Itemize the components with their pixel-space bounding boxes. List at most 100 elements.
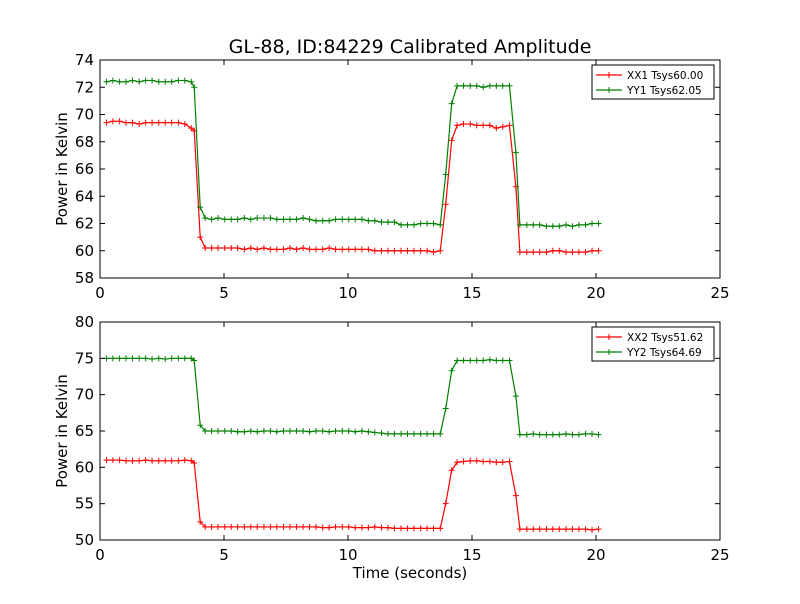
panel0-series-1-point (499, 82, 506, 89)
panel0-series-1-point (181, 77, 188, 84)
panel0-series-0-point (162, 119, 169, 126)
panel1-series-1-point (371, 429, 378, 436)
panel1-series-1-point (454, 357, 461, 364)
panel1-series-0-point (228, 523, 235, 530)
panel1-x-tick-label: 5 (219, 546, 229, 564)
panel1-series-0-point (300, 523, 307, 530)
panel0-series-0-point (575, 249, 582, 256)
bottom-panel: 0 5 10 15 20 25 50 55 60 65 70 75 80 Power in Kelvin T… (53, 313, 730, 582)
panel1-series-0-point (339, 523, 346, 530)
panel1-series-0-point (430, 525, 437, 532)
panel1-series-1-point (378, 430, 385, 437)
panel0-series-0-point (293, 246, 300, 253)
panel0-series-0-point (142, 119, 149, 126)
panel0-series-1-point (371, 217, 378, 224)
panel1-series-0-point (543, 526, 550, 533)
panel0-series-0-point (536, 249, 543, 256)
panel0-y-tick-label: 74 (75, 51, 94, 69)
panel0-series-1-point (280, 216, 287, 223)
panel0-series-1-point (562, 221, 569, 228)
panel1-series-1-point (280, 428, 287, 434)
panel1-series-0-point (512, 492, 519, 499)
panel0-y-tick-label: 68 (75, 133, 94, 151)
panel0-series-0-point (589, 247, 596, 254)
panel1-series-1-point (569, 431, 576, 438)
panel0-series-1-point (454, 82, 461, 89)
panel1-series-0-point (116, 457, 123, 464)
panel1-series-1-point (339, 428, 346, 434)
panel1-series-0-point (168, 457, 175, 464)
panel1-series-1-point (267, 428, 274, 434)
panel0-series-0-point (404, 247, 411, 254)
panel0-series-1-point (352, 216, 359, 223)
panel1-series-0-point (530, 526, 537, 533)
panel0-series-0-point (424, 247, 431, 254)
panel1-series-0-point (448, 467, 455, 474)
panel0-series-0-point (332, 246, 339, 253)
panel0-series-1-point (149, 77, 156, 84)
panel1-series-0-point (499, 459, 506, 466)
panel0-series-0-point (410, 247, 417, 254)
panel0-series-1-point (228, 216, 235, 223)
panel0-series-1-point (215, 215, 222, 222)
panel0-series-0-point (523, 249, 530, 256)
panel0-series-1-point (202, 215, 209, 222)
panel0-series-0-line (106, 120, 599, 253)
panel0-series-1-point (339, 216, 346, 223)
panel0-series-1-point (247, 216, 254, 223)
panel0-series-0-point (556, 247, 563, 254)
panel1-series-1-point (116, 355, 123, 362)
panel0-series-1-point (398, 221, 405, 228)
panel0-series-1-point (556, 223, 563, 230)
panel0-series-0-point (516, 249, 523, 256)
panel0-series-0-point (155, 119, 162, 126)
panel0-series-1-point (480, 84, 487, 91)
panel0-series-1-point (162, 78, 169, 85)
panel1-legend-label-1: YY2 Tsys64.69 (626, 347, 702, 359)
panel0-series-1-point (234, 216, 241, 223)
panel0-series-1-point (410, 221, 417, 228)
panel1-series-1-point (197, 422, 204, 429)
panel0-series-1-point (384, 219, 391, 226)
panel0-series-0-point (569, 249, 576, 256)
panel1-series-0-point (234, 523, 241, 530)
panel0-series-0-point (365, 246, 372, 253)
panel0-series-1-point (530, 221, 537, 228)
panel1-series-0-point (313, 523, 320, 530)
panel0-series-1-point (273, 216, 280, 223)
panel0-series-0-point (202, 245, 209, 252)
panel0-series-0-point (448, 137, 455, 144)
panel0-series-1-point (549, 223, 556, 230)
panel0-series-1-point (191, 84, 198, 91)
panel1-x-tick-label: 20 (586, 546, 605, 564)
panel1-series-1-point (398, 430, 405, 437)
panel0-series-1-point (543, 223, 550, 230)
panel0-series-1-point (188, 78, 195, 85)
panel1-series-1-point (536, 431, 543, 438)
panel1-series-1-point (273, 428, 280, 435)
panel1-series-1-point (365, 428, 372, 435)
panel1-series-1-line (106, 357, 599, 436)
panel1-series-1-point (326, 428, 333, 435)
figure-title: GL-88, ID:84229 Calibrated Amplitude (229, 36, 592, 58)
panel1-series-1-point (345, 428, 352, 434)
panel0-series-1-point (417, 220, 424, 227)
panel1-series-1-point (241, 428, 248, 435)
panel1-series-0-point (569, 526, 576, 533)
panel1-series-1-point (595, 431, 602, 438)
panel0-series-0-point (260, 245, 267, 252)
panel0-series-1-point (168, 78, 175, 85)
panel1-series-1-point (499, 357, 506, 364)
panel1-series-1-point (556, 431, 563, 438)
panel0-series-0-point (352, 246, 359, 253)
panel0-series-0-point (181, 121, 188, 128)
panel1-series-0-point (109, 457, 116, 464)
panel1-y-tick-label: 60 (75, 458, 94, 476)
panel0-series-0-point (221, 245, 228, 252)
panel1-series-0-point (129, 457, 136, 464)
panel1-series-0-point (365, 524, 372, 531)
panel0-series-1-point (536, 221, 543, 228)
panel1-series-1-point (424, 430, 431, 437)
panel0-series-1-point (300, 215, 307, 222)
panel1-series-1-point (512, 393, 519, 400)
